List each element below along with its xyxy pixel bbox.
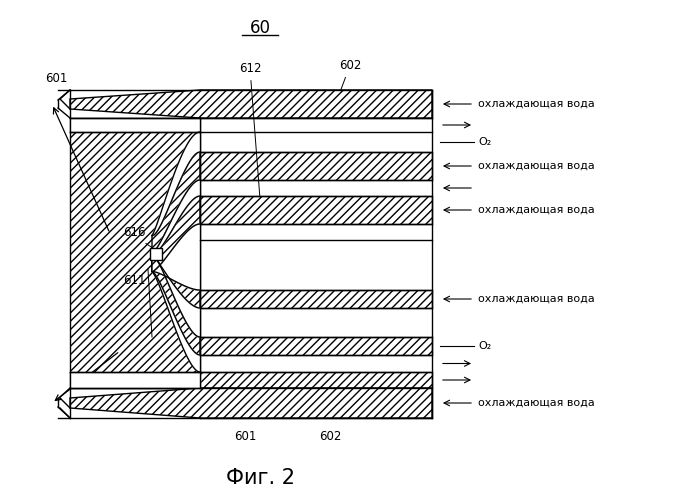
Polygon shape <box>200 152 432 180</box>
Text: 612: 612 <box>239 62 261 196</box>
Text: 601: 601 <box>234 430 256 443</box>
Polygon shape <box>70 372 200 388</box>
Polygon shape <box>152 254 200 337</box>
Polygon shape <box>70 118 200 388</box>
Text: охлаждающая вода: охлаждающая вода <box>478 398 595 408</box>
Polygon shape <box>200 90 432 118</box>
Polygon shape <box>70 388 432 418</box>
Polygon shape <box>70 119 200 131</box>
Text: 601: 601 <box>45 72 68 86</box>
Text: O₂: O₂ <box>478 137 491 147</box>
Text: 60: 60 <box>249 19 271 37</box>
Polygon shape <box>70 118 200 132</box>
Polygon shape <box>152 272 200 372</box>
Polygon shape <box>152 196 200 272</box>
Text: O₂: O₂ <box>478 341 491 351</box>
Text: 611: 611 <box>124 274 146 286</box>
Text: охлаждающая вода: охлаждающая вода <box>478 294 595 304</box>
Polygon shape <box>200 196 432 224</box>
Polygon shape <box>152 132 200 236</box>
Text: 602: 602 <box>339 59 361 90</box>
Text: охлаждающая вода: охлаждающая вода <box>478 161 595 171</box>
Text: 616: 616 <box>124 226 146 239</box>
Polygon shape <box>200 372 432 388</box>
Polygon shape <box>70 373 200 387</box>
Text: охлаждающая вода: охлаждающая вода <box>478 205 595 215</box>
Polygon shape <box>70 90 432 118</box>
Polygon shape <box>152 180 200 254</box>
Bar <box>150 248 162 260</box>
Polygon shape <box>152 152 200 254</box>
Text: Фиг. 2: Фиг. 2 <box>225 468 295 488</box>
Text: охлаждающая вода: охлаждающая вода <box>478 99 595 109</box>
Polygon shape <box>152 224 200 290</box>
Polygon shape <box>152 254 200 355</box>
Polygon shape <box>152 254 200 308</box>
Polygon shape <box>200 337 432 355</box>
Text: 602: 602 <box>319 430 341 443</box>
Polygon shape <box>200 388 432 418</box>
Polygon shape <box>200 290 432 308</box>
